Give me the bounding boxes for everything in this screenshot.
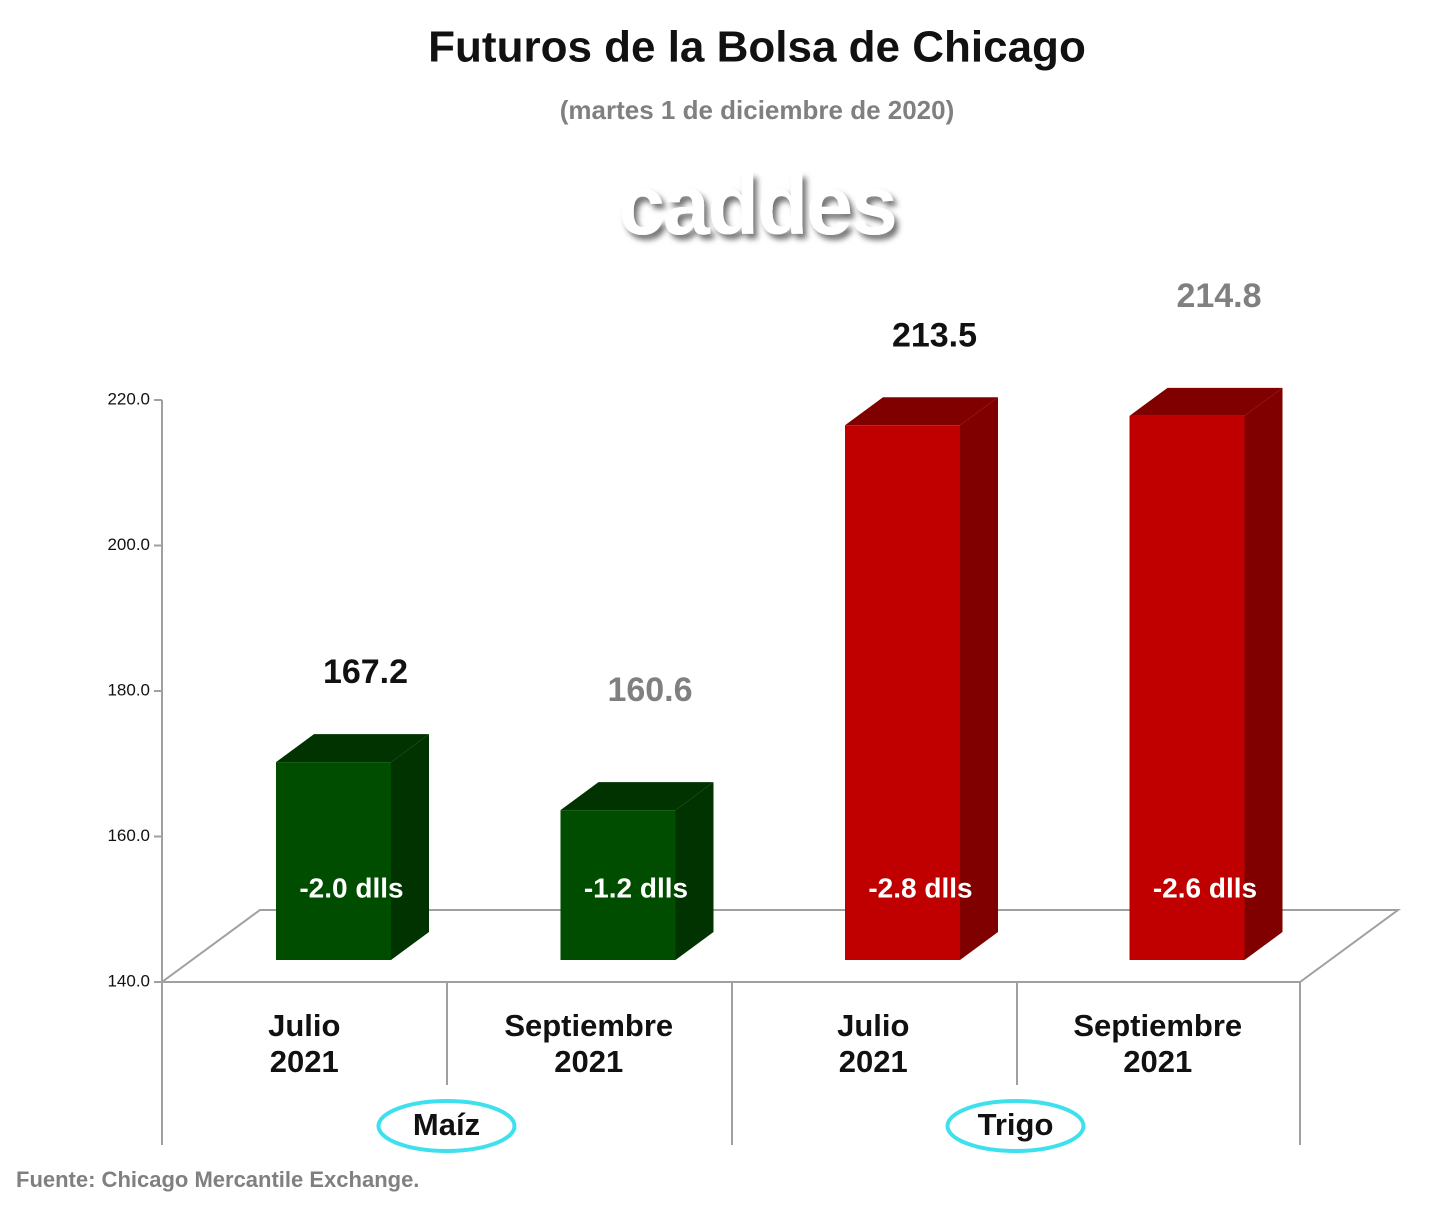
value-label: 213.5 [892,316,977,354]
y-tick-label: 140.0 [107,971,150,990]
logo: caddes [618,158,896,252]
bar-side [391,734,429,960]
y-tick-label: 200.0 [107,535,150,554]
bar-side [675,782,714,960]
x-tick-label: Septiembre 2021 [1073,1008,1243,1079]
source-note: Fuente: Chicago Mercantile Exchange. [16,1167,419,1192]
change-label: -2.6 dlls [1153,872,1257,903]
bar-side [1244,387,1283,961]
x-tick-label: Julio 2021 [268,1008,341,1079]
group-marker [376,1099,517,1153]
bar-top [845,397,998,426]
y-tick-label: 220.0 [107,389,150,408]
group-label: Maíz [413,1107,480,1142]
bar-top [560,782,714,811]
bar-top [1129,387,1283,416]
bar [276,762,391,960]
bar [845,425,960,961]
bar [560,810,676,960]
group-label: Trigo [978,1107,1054,1142]
bar-side [960,397,998,961]
bar [1129,415,1245,961]
change-label: -2.8 dlls [868,872,972,903]
y-tick-label: 180.0 [107,680,150,699]
value-label: 214.8 [1176,277,1261,315]
chart-title: Futuros de la Bolsa de Chicago [428,23,1086,72]
x-tick-label: Julio 2021 [837,1008,910,1079]
group-marker [945,1099,1086,1153]
x-tick-label: Septiembre 2021 [504,1008,674,1079]
bar-top [276,734,429,763]
value-label: 160.6 [607,671,692,709]
value-label: 167.2 [323,653,408,691]
change-label: -1.2 dlls [584,872,688,903]
floor [158,909,1402,983]
y-tick-label: 160.0 [107,826,150,845]
change-label: -2.0 dlls [299,872,403,903]
chart-subtitle: (martes 1 de diciembre de 2020) [560,95,955,125]
